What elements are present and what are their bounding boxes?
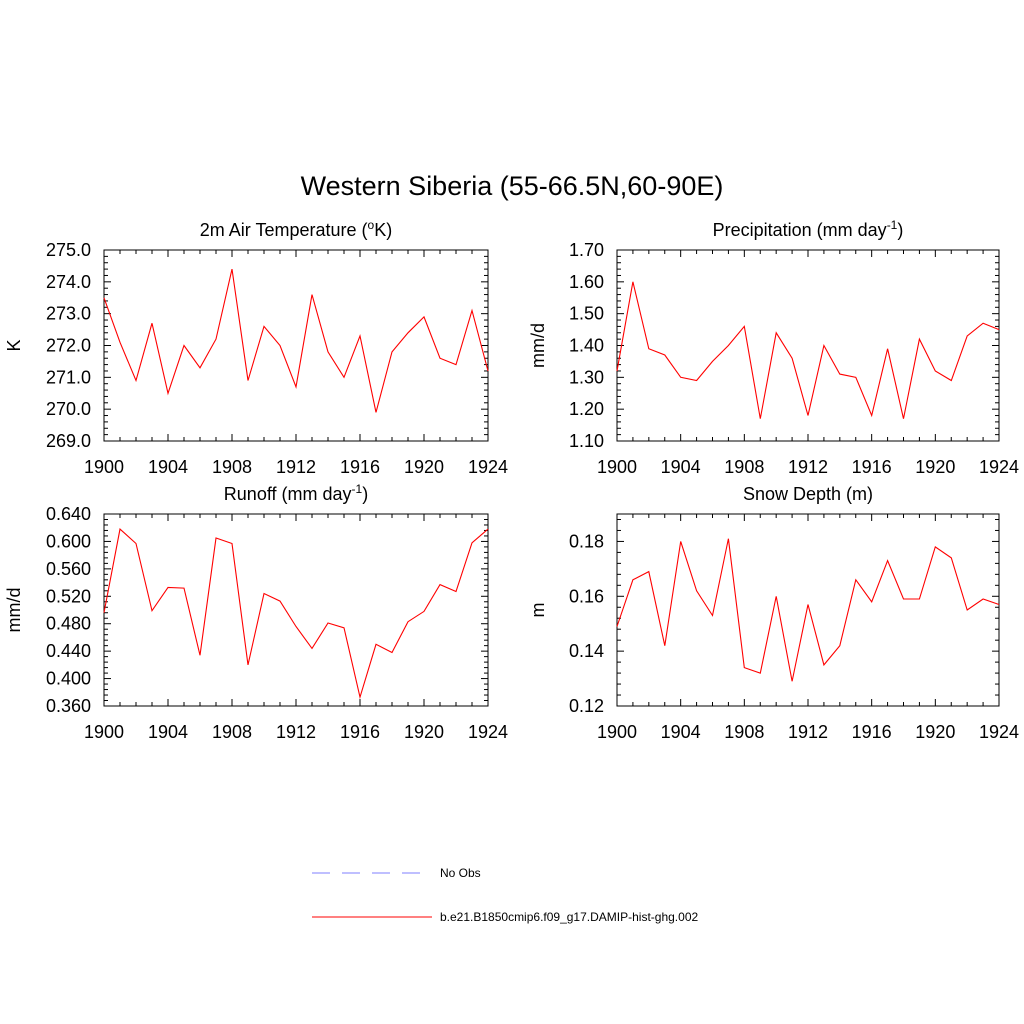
temperature-x-tick-label: 1908 [212,457,252,477]
runoff-x-tick-label: 1900 [84,722,124,742]
snow-depth-x-tick-label: 1904 [661,722,701,742]
precipitation-y-tick-label: 1.60 [569,272,604,292]
precipitation-x-tick-label: 1920 [915,457,955,477]
panels: 1900 1904 1908 1912 1916 1920 1924 269.0 270.0 27… [4,218,1019,742]
legend: No Obs b.e21.B1850cmip6.f09_g17.DAMIP-hi… [312,866,698,924]
temperature-panel-title: 2m Air Temperature (oK) [200,218,392,240]
runoff-x-tick-label: 1908 [212,722,252,742]
snow-depth-series-line [616,538,1000,682]
runoff-y-tick-label: 0.440 [46,641,91,661]
panel-precipitation: 1900 1904 1908 1912 1916 1920 1924 1.10 1.20 1.30… [528,218,1019,477]
runoff-y-axis-label: mm/d [4,588,24,633]
precipitation-x-tick-label: 1908 [724,457,764,477]
precipitation-x-tick-label: 1904 [661,457,701,477]
precipitation-panel-title: Precipitation (mm day-1) [713,218,904,240]
precipitation-x-tick-label: 1924 [979,457,1019,477]
snow-depth-x-tick-label: 1912 [788,722,828,742]
temperature-y-axis-label: K [4,339,24,351]
temperature-series-line [103,268,489,413]
panel-runoff: 1900 1904 1908 1912 1916 1920 1924 0.360 0.400 0.… [4,482,508,742]
precipitation-x-tick-label: 1916 [852,457,892,477]
snow-depth-x-tick-label: 1916 [852,722,892,742]
precipitation-series-line [616,281,1000,419]
precipitation-y-tick-label: 1.20 [569,399,604,419]
temperature-y-tick-label: 272.0 [46,336,91,356]
snow-depth-y-tick-label: 0.12 [569,696,604,716]
snow-depth-x-tick-label: 1924 [979,722,1019,742]
runoff-y-tick-label: 0.600 [46,531,91,551]
temperature-x-tick-label: 1916 [340,457,380,477]
precipitation-y-tick-label: 1.30 [569,367,604,387]
temperature-y-tick-label: 269.0 [46,431,91,451]
temperature-x-tick-label: 1924 [468,457,508,477]
snow-depth-x-tick-label: 1908 [724,722,764,742]
runoff-x-tick-label: 1920 [404,722,444,742]
panel-snow-depth: 1900 1904 1908 1912 1916 1920 1924 0.12 0.14 0.16… [528,484,1019,742]
legend-obs-label: No Obs [440,866,481,880]
runoff-x-tick-label: 1904 [148,722,188,742]
snow-depth-panel-title: Snow Depth (m) [743,484,873,504]
precipitation-y-tick-label: 1.40 [569,336,604,356]
snow-depth-x-tick-label: 1900 [597,722,637,742]
precipitation-x-tick-label: 1900 [597,457,637,477]
temperature-x-tick-label: 1912 [276,457,316,477]
runoff-y-tick-label: 0.360 [46,696,91,716]
temperature-y-tick-label: 275.0 [46,240,91,260]
runoff-y-tick-label: 0.400 [46,669,91,689]
runoff-plot-frame [103,513,489,707]
runoff-series-line [103,528,489,700]
temperature-plot-frame [103,249,489,442]
runoff-y-tick-label: 0.560 [46,559,91,579]
snow-depth-y-axis-label: m [528,603,548,618]
runoff-y-tick-label: 0.520 [46,586,91,606]
runoff-panel-title: Runoff (mm day-1) [224,482,368,504]
precipitation-y-tick-label: 1.70 [569,240,604,260]
panel-temperature: 1900 1904 1908 1912 1916 1920 1924 269.0 270.0 27… [4,218,508,477]
temperature-y-tick-label: 273.0 [46,304,91,324]
snow-depth-y-tick-label: 0.18 [569,531,604,551]
snow-depth-plot-frame [616,513,1000,707]
precipitation-y-axis-label: mm/d [528,323,548,368]
figure-title: Western Siberia (55-66.5N,60-90E) [301,171,724,201]
runoff-x-tick-label: 1916 [340,722,380,742]
temperature-y-tick-label: 270.0 [46,399,91,419]
snow-depth-y-tick-label: 0.14 [569,641,604,661]
precipitation-y-tick-label: 1.10 [569,431,604,451]
precipitation-plot-frame [616,249,1000,442]
runoff-y-tick-label: 0.640 [46,504,91,524]
temperature-y-tick-label: 271.0 [46,367,91,387]
precipitation-y-tick-label: 1.50 [569,304,604,324]
temperature-x-tick-label: 1900 [84,457,124,477]
temperature-y-tick-label: 274.0 [46,272,91,292]
temperature-x-tick-label: 1920 [404,457,444,477]
runoff-x-tick-label: 1924 [468,722,508,742]
runoff-x-tick-label: 1912 [276,722,316,742]
runoff-y-tick-label: 0.480 [46,614,91,634]
snow-depth-y-tick-label: 0.16 [569,586,604,606]
temperature-x-tick-label: 1904 [148,457,188,477]
precipitation-x-tick-label: 1912 [788,457,828,477]
legend-model-label: b.e21.B1850cmip6.f09_g17.DAMIP-hist-ghg.… [440,910,698,924]
snow-depth-x-tick-label: 1920 [915,722,955,742]
